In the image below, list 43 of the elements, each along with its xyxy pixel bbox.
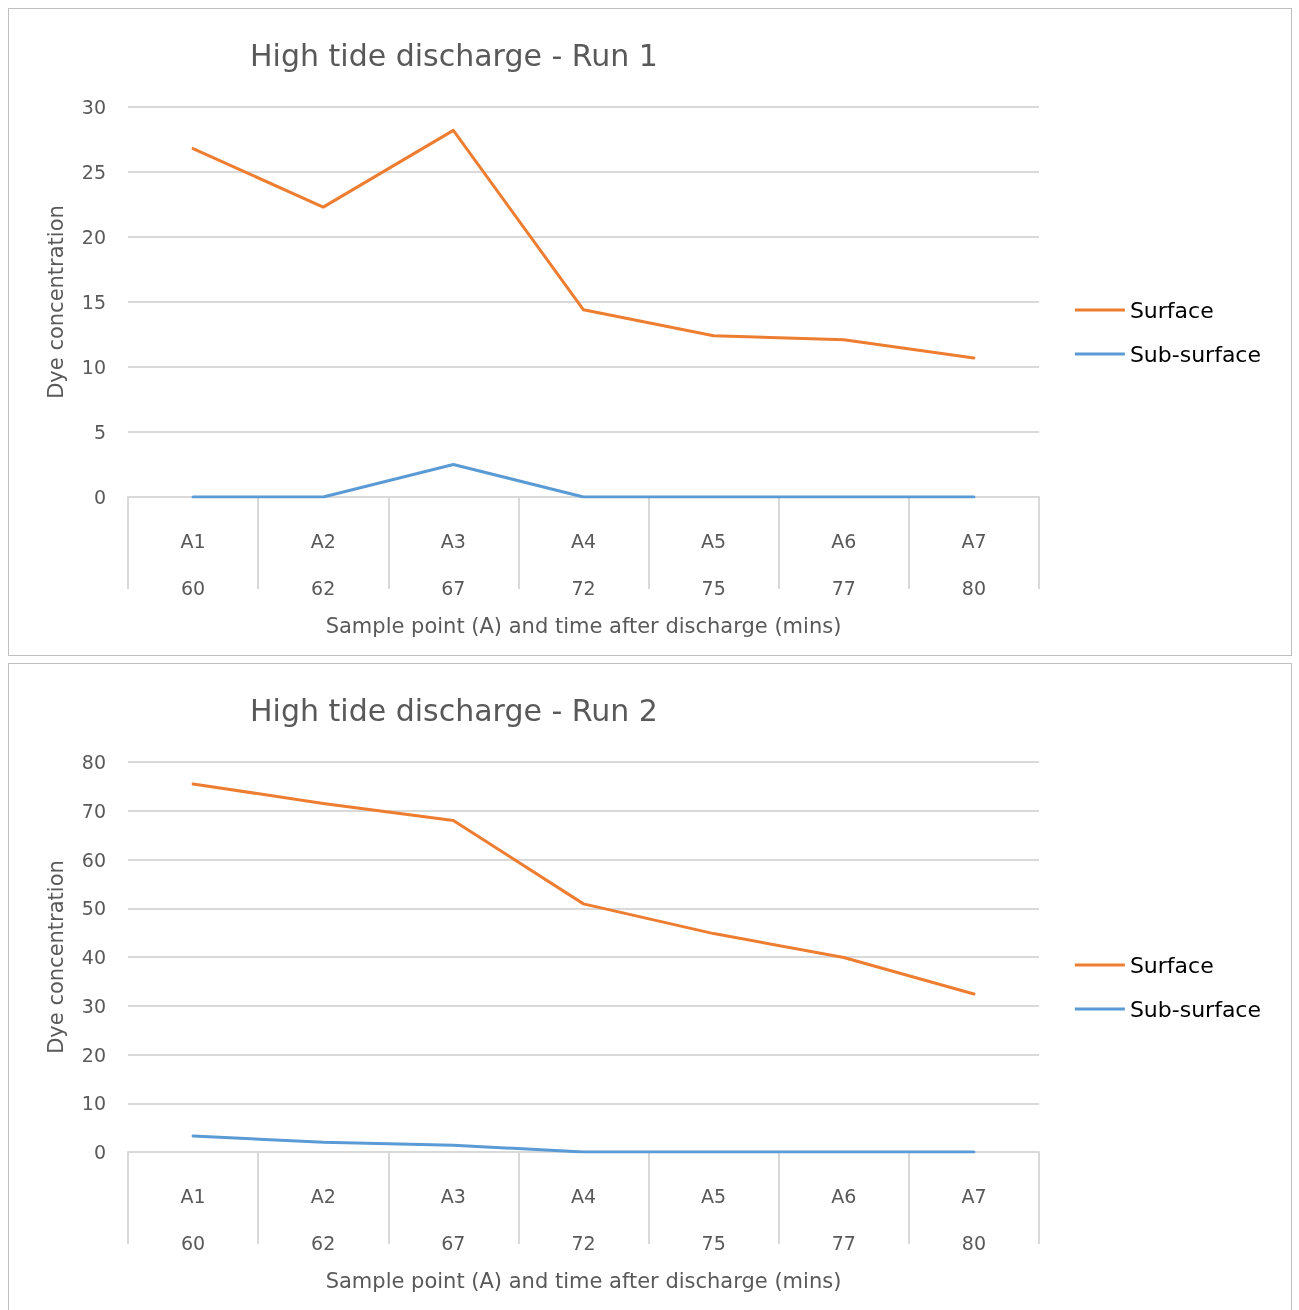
category-label: A6 77	[831, 1184, 857, 1254]
legend-label: Sub-surface	[1129, 341, 1262, 367]
category-label: A4 72	[570, 1184, 597, 1254]
y-tick-label: 10	[81, 1092, 106, 1115]
category-label: A1 60	[180, 529, 206, 599]
y-tick-label: 80	[81, 751, 106, 773]
y-tick-label: 10	[81, 356, 106, 378]
category-label: A5 75	[701, 529, 727, 599]
line-series	[191, 1134, 976, 1154]
category-label: A6 77	[831, 529, 857, 599]
y-tick-label: 30	[81, 994, 106, 1017]
y-tick-label: 70	[81, 799, 106, 822]
y-tick-label: 5	[93, 421, 106, 443]
x-axis-title: Sample point (A) and time after discharge (mins)	[325, 1269, 842, 1294]
category-label: A3 67	[440, 529, 466, 599]
y-tick-label: 30	[81, 96, 106, 118]
line-series	[191, 128, 976, 360]
category-label: A7 80	[961, 1184, 987, 1254]
chart-title: High tide discharge - Run 2	[250, 692, 658, 728]
y-tick-label: 25	[81, 161, 106, 183]
category-label: A7 80	[961, 529, 987, 599]
legend-label: Surface	[1129, 297, 1214, 323]
x-axis-title: Sample point (A) and time after discharge (mins)	[325, 614, 842, 639]
y-tick-label: 0	[93, 1141, 106, 1163]
category-label: A2 62	[310, 1184, 336, 1254]
y-tick-label: 15	[81, 291, 106, 313]
legend-label: Surface	[1129, 952, 1214, 978]
category-label: A2 62	[310, 529, 336, 599]
legend-label: Sub-surface	[1129, 996, 1262, 1022]
y-tick-label: 20	[81, 1043, 106, 1066]
category-label: A3 67	[440, 1184, 466, 1254]
y-axis-title: Dye concentration	[43, 205, 68, 399]
line-series	[191, 782, 976, 996]
category-label: A5 75	[701, 1184, 727, 1254]
y-axis-title: Dye concentration	[43, 860, 68, 1054]
category-label: A1 60	[180, 1184, 206, 1254]
y-tick-label: 0	[93, 486, 106, 508]
category-label: A4 72	[570, 529, 597, 599]
y-tick-label: 60	[81, 848, 106, 871]
y-tick-label: 50	[81, 897, 106, 920]
chart-title: High tide discharge - Run 1	[250, 37, 658, 73]
y-tick-label: 20	[81, 226, 106, 248]
y-tick-label: 40	[81, 946, 106, 968]
